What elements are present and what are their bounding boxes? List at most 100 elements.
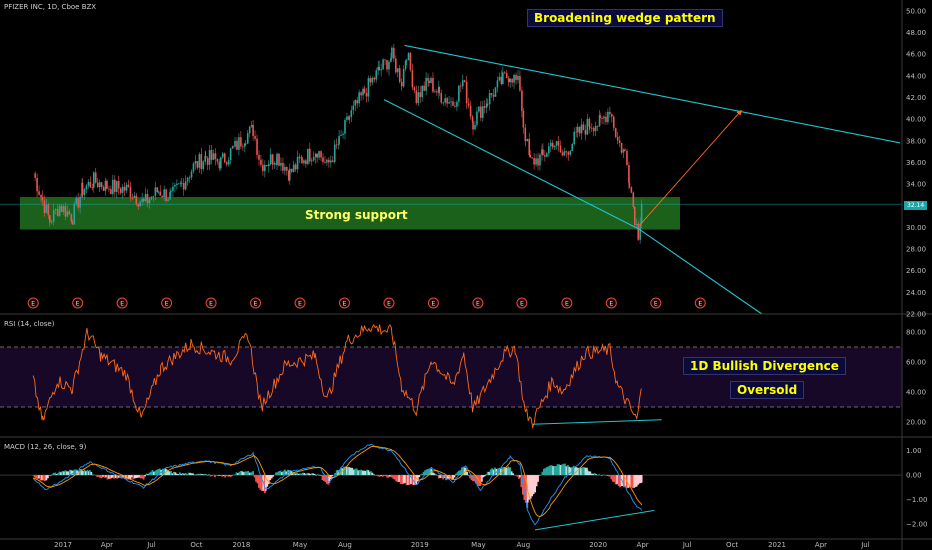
candle: [402, 69, 405, 87]
macd-histogram-bar: [364, 470, 367, 476]
candle: [243, 143, 246, 147]
macd-histogram-bar: [338, 469, 341, 476]
candle: [146, 193, 149, 204]
candle: [178, 183, 180, 185]
earnings-marker-label: E: [565, 300, 569, 307]
macd-histogram-bar: [45, 475, 48, 481]
x-tick-label: 2017: [54, 541, 72, 549]
macd-histogram-bar: [337, 470, 340, 476]
macd-histogram-bar: [38, 475, 40, 479]
candle: [415, 90, 418, 103]
macd-histogram-bar: [380, 475, 383, 476]
macd-histogram-bar: [177, 474, 180, 476]
macd-histogram-bar: [139, 475, 142, 479]
candle: [326, 159, 328, 163]
candle: [513, 74, 515, 83]
candle: [96, 182, 99, 188]
macd-histogram-bar: [184, 472, 187, 476]
macd-histogram-bar: [535, 475, 538, 487]
macd-histogram-bar: [154, 470, 157, 476]
macd-histogram-bar: [66, 471, 68, 476]
macd-histogram-bar: [74, 469, 77, 476]
macd-histogram-bar: [368, 471, 371, 476]
candle: [87, 181, 90, 186]
rsi-tick-label: 80.00: [906, 329, 926, 337]
macd-histogram-bar: [167, 470, 169, 476]
candle: [565, 151, 568, 153]
candle: [330, 160, 332, 163]
macd-histogram-bar: [433, 473, 436, 476]
macd-histogram-bar: [256, 475, 259, 484]
candle: [480, 106, 482, 118]
candle: [436, 91, 438, 93]
macd-histogram-bar: [279, 470, 282, 476]
macd-histogram-bar: [445, 475, 448, 481]
candle: [342, 133, 344, 135]
candle: [542, 149, 544, 156]
macd-histogram-bar: [196, 473, 199, 476]
macd-histogram-bar: [558, 464, 560, 476]
macd-histogram-bar: [568, 466, 571, 476]
macd-histogram-bar: [228, 475, 231, 477]
candle: [335, 144, 338, 146]
macd-histogram-bar: [82, 471, 84, 476]
macd-histogram-bar: [371, 472, 374, 476]
macd-histogram-bar: [577, 468, 579, 476]
macd-histogram-bar: [238, 471, 241, 476]
macd-histogram-bar: [310, 473, 313, 476]
macd-histogram-bar: [347, 466, 350, 476]
macd-histogram-bar: [70, 470, 73, 476]
macd-histogram-bar: [361, 470, 364, 476]
macd-divergence-line: [535, 509, 655, 531]
earnings-marker-label: E: [254, 300, 258, 307]
candle: [269, 154, 272, 164]
macd-histogram-bar: [276, 472, 279, 476]
candle: [292, 164, 295, 172]
candle: [68, 211, 71, 215]
candle: [507, 78, 510, 83]
candle: [133, 195, 136, 198]
macd-histogram-bar: [631, 475, 634, 489]
candle: [483, 106, 486, 108]
candle: [594, 126, 597, 132]
macd-histogram-bar: [248, 472, 251, 476]
macd-histogram-bar: [266, 475, 269, 487]
macd-histogram-bar: [534, 475, 536, 493]
macd-histogram-bar: [399, 475, 402, 485]
macd-histogram-bar: [312, 473, 315, 476]
macd-histogram-bar: [297, 473, 300, 476]
candle: [612, 116, 615, 128]
earnings-marker: [250, 297, 262, 309]
macd-histogram-bar: [237, 473, 239, 476]
candle: [377, 66, 380, 71]
macd-histogram-bar: [151, 470, 154, 476]
macd-histogram-bar: [318, 475, 320, 476]
candle: [596, 126, 599, 127]
candle: [312, 157, 315, 161]
macd-histogram-bar: [269, 475, 272, 481]
earnings-marker-label: E: [476, 300, 480, 307]
candle: [393, 47, 395, 59]
candle: [337, 143, 340, 145]
macd-histogram-bar: [316, 474, 319, 476]
macd-histogram-bar: [627, 475, 630, 488]
candle: [238, 137, 240, 150]
macd-histogram-bar: [247, 470, 250, 476]
candle: [192, 163, 195, 172]
candle: [322, 157, 324, 162]
macd-histogram-bar: [161, 468, 164, 476]
price-tick-label: 48.00: [906, 29, 926, 37]
candle: [367, 78, 370, 97]
macd-histogram-bar: [455, 473, 457, 476]
macd-histogram-bar: [155, 469, 158, 476]
candle: [70, 214, 73, 222]
macd-histogram-bar: [111, 475, 114, 478]
macd-histogram-bar: [369, 471, 372, 476]
macd-histogram-bar: [358, 470, 361, 476]
candle: [135, 195, 138, 204]
candle: [630, 187, 633, 193]
candle: [244, 143, 247, 145]
macd-histogram-bar: [114, 475, 117, 479]
candle: [354, 100, 357, 106]
